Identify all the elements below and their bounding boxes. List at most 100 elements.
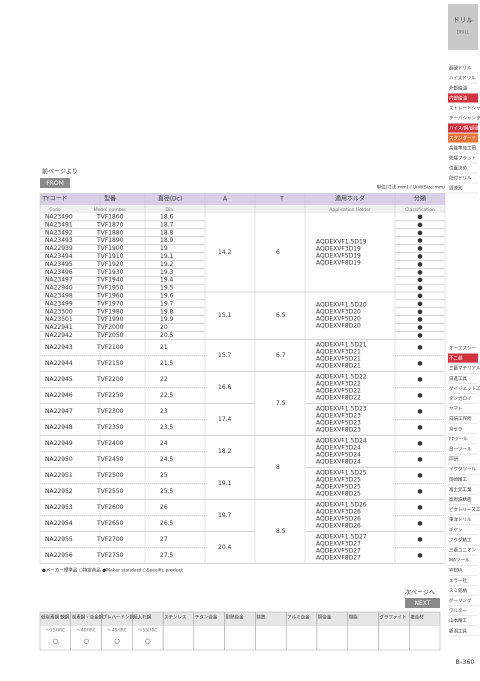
column-header-en: Dia. xyxy=(166,207,175,213)
holder: AQDEXVF1.5D27 xyxy=(316,533,367,540)
page-number: B-360 xyxy=(455,658,474,666)
material-hardness: ～55HRC xyxy=(138,628,158,634)
diameter: 18.6 xyxy=(160,213,174,220)
sidebar-item: ワルター xyxy=(449,607,467,614)
next-button-text[interactable]: NEXT xyxy=(415,600,431,607)
dimension-t: 8 xyxy=(276,464,280,471)
holder: AQDEXVF5D19 xyxy=(316,253,361,260)
sidebar-item: 三菱マテリアル xyxy=(449,365,480,372)
classification: ● xyxy=(417,213,422,220)
holder: AQDEXVF5D21 xyxy=(316,355,361,362)
dimension-a: 17.4 xyxy=(218,416,232,423)
diameter: 19.4 xyxy=(160,277,174,284)
model-number: TVF2250 xyxy=(96,392,124,399)
holder: AQDEXVF5D26 xyxy=(316,515,361,522)
holder: AQDEXVF3D27 xyxy=(316,540,361,547)
material-name: 鋳鉄 xyxy=(256,614,265,621)
model-number: TVF2650 xyxy=(96,520,124,527)
holder: AQDEXVF3D19 xyxy=(316,246,361,253)
model-number: TVF1930 xyxy=(96,269,124,276)
diameter: 22 xyxy=(160,376,168,383)
dimension-a: 14.2 xyxy=(218,249,232,256)
classification: ● xyxy=(417,316,422,323)
sidebar-item: 三菱ユニオン xyxy=(449,547,476,554)
next-label: 次ページへ xyxy=(405,589,435,597)
table-header xyxy=(40,193,445,205)
holder: AQDEXVF3D23 xyxy=(316,412,361,419)
model-number: TVF2100 xyxy=(96,344,124,351)
classification: ● xyxy=(417,308,422,315)
model-number: TVF2400 xyxy=(96,440,124,447)
sidebar-item: 内部給油 xyxy=(449,95,467,102)
sidebar-item: オーエスジー xyxy=(449,346,476,352)
model-number: TVF1900 xyxy=(96,245,124,252)
next-button[interactable] xyxy=(405,598,440,608)
model-number: TVF1920 xyxy=(96,261,124,268)
code: NA22940 xyxy=(45,285,73,292)
sidebar-item: 日研工作所 xyxy=(449,415,472,422)
classification: ● xyxy=(417,344,422,351)
classification: ● xyxy=(417,277,422,284)
code: NA22953 xyxy=(45,504,73,511)
diameter: 18.9 xyxy=(160,237,174,244)
model-number: TVF1970 xyxy=(96,300,124,307)
sidebar-item: 富士元工業 xyxy=(449,486,472,493)
sidebar-item: 先端フラット xyxy=(449,155,476,162)
classification: ● xyxy=(417,504,422,511)
material-name: 樹脂 xyxy=(349,614,358,621)
material-name: 低炭素鋼 軟鋼 xyxy=(41,614,70,621)
sidebar-item: 超硬ドリル xyxy=(449,65,472,72)
dimension-t: 8.5 xyxy=(276,528,286,535)
dimension-t: 6.5 xyxy=(276,312,286,319)
model-number: TVF2300 xyxy=(96,408,124,415)
code: NA22952 xyxy=(45,488,73,495)
model-number: TVF1990 xyxy=(96,316,124,323)
sidebar-item: MAツール xyxy=(449,558,470,564)
sidebar-item: 高能率加工用 xyxy=(449,145,476,152)
classification: ● xyxy=(417,424,422,431)
code: NA23497 xyxy=(45,277,73,284)
holder: AQDEXVF1.5D25 xyxy=(316,469,367,476)
code: NA22954 xyxy=(45,520,73,527)
column-header-en: Model number xyxy=(94,207,127,213)
sidebar-item: 周速別 xyxy=(449,185,463,192)
diameter: 24 xyxy=(160,440,168,447)
dimension-a: 19.1 xyxy=(218,480,232,487)
holder: AQDEXVF1.5D22 xyxy=(316,373,367,380)
code: NA22946 xyxy=(45,392,73,399)
materials-cell xyxy=(409,611,441,651)
sidebar-tab xyxy=(448,4,478,50)
model-number: TVF1950 xyxy=(96,285,124,292)
holder: AQDEXVF5D25 xyxy=(316,483,361,490)
sidebar-item: ダイジェット工業 xyxy=(449,385,480,392)
classification: ● xyxy=(417,552,422,559)
from-button[interactable] xyxy=(40,178,70,188)
dimension-t: 7.5 xyxy=(276,400,286,407)
sidebar-item: ヤマト xyxy=(449,406,463,412)
material-hardness: ～25HRC xyxy=(46,628,66,634)
classification: ● xyxy=(417,229,422,236)
diameter: 23.5 xyxy=(160,424,174,431)
diameter: 18.8 xyxy=(160,229,174,236)
table-subheader xyxy=(40,205,445,213)
unit-note: 単位(寸法:mm) / Unit(Size:mm) xyxy=(377,184,446,191)
classification: ● xyxy=(417,488,422,495)
classification: ● xyxy=(417,269,422,276)
classification: ● xyxy=(417,300,422,307)
diameter: 25.5 xyxy=(160,488,174,495)
sidebar-item: ストレートシャンク xyxy=(449,106,480,112)
code: NA23494 xyxy=(45,253,73,260)
model-number: TVF2200 xyxy=(96,376,124,383)
diameter: 27 xyxy=(160,536,168,543)
sidebar-highlight xyxy=(448,93,478,103)
diameter: 27.5 xyxy=(160,552,174,559)
sidebar-item: 東洋ドリル xyxy=(449,516,472,523)
sidebar-item: ビクトリーズ工業 xyxy=(449,506,480,513)
code: NA22945 xyxy=(45,376,73,383)
dimension-a: 15.7 xyxy=(218,352,232,359)
diameter: 21 xyxy=(160,344,168,351)
from-button-text[interactable]: FROM xyxy=(46,180,64,187)
code: NA22955 xyxy=(45,536,73,543)
